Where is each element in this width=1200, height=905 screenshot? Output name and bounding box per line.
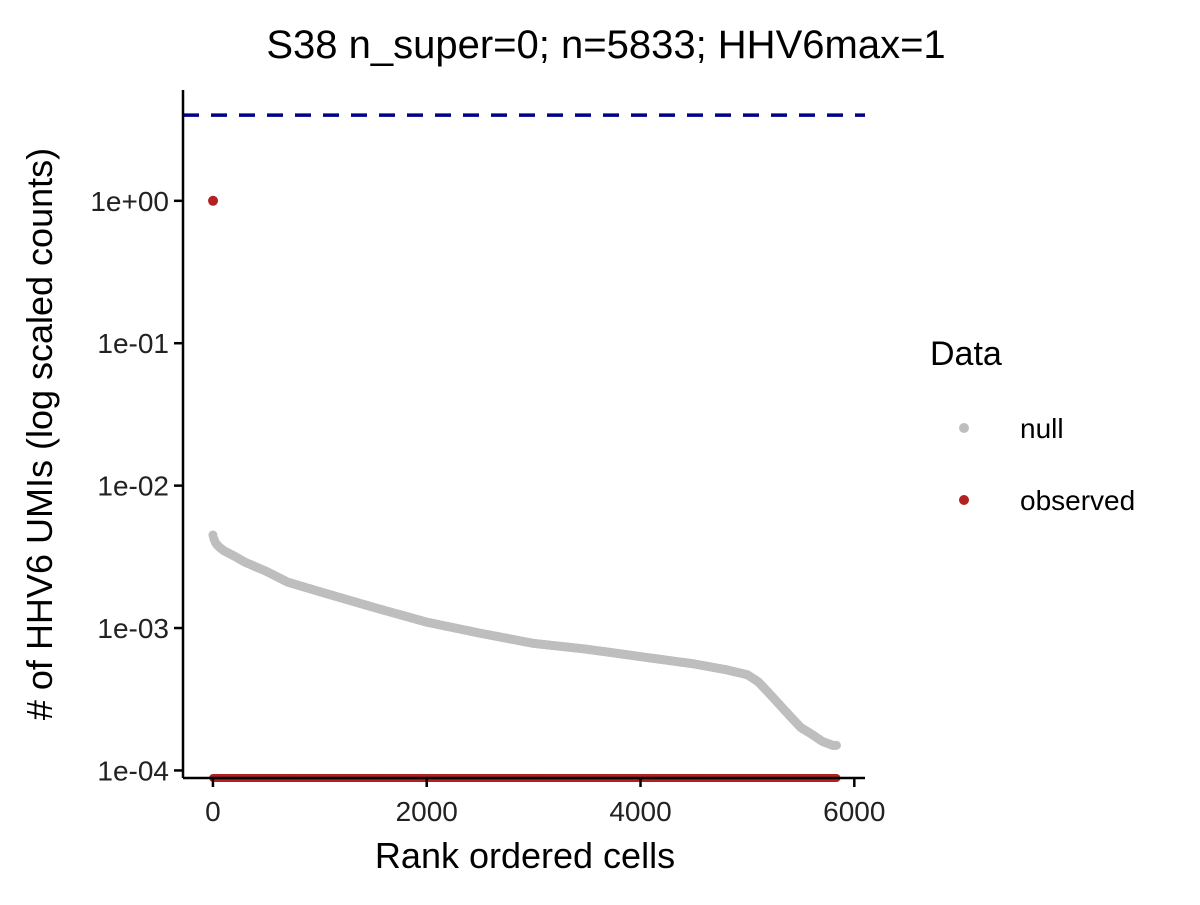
observed-point (208, 195, 219, 206)
x-tick-label: 4000 (609, 796, 671, 827)
x-tick-label: 0 (205, 796, 221, 827)
y-axis-label: # of HHV6 UMIs (log scaled counts) (19, 148, 60, 720)
null-point (831, 740, 841, 750)
x-tick-label: 6000 (823, 796, 885, 827)
legend-label-observed: observed (1020, 485, 1135, 516)
y-tick-label: 1e-04 (97, 755, 169, 786)
legend-label-null: null (1020, 413, 1064, 444)
y-tick-label: 1e-01 (97, 328, 169, 359)
legend: Data null observed (930, 335, 1135, 516)
y-tick-label: 1e-03 (97, 613, 169, 644)
y-tick-label: 1e-02 (97, 471, 169, 502)
y-ticks: 1e-04 1e-03 1e-02 1e-01 1e+00 (90, 186, 183, 786)
y-tick-label: 1e+00 (90, 186, 169, 217)
legend-key-null (959, 423, 969, 433)
x-axis-label: Rank ordered cells (375, 835, 675, 876)
x-ticks: 0 2000 4000 6000 (205, 778, 885, 827)
series-null (208, 530, 841, 750)
x-tick-label: 2000 (396, 796, 458, 827)
legend-key-observed (959, 495, 969, 505)
series-observed (208, 195, 841, 782)
chart-title: S38 n_super=0; n=5833; HHV6max=1 (266, 23, 945, 67)
legend-title: Data (930, 335, 1002, 373)
